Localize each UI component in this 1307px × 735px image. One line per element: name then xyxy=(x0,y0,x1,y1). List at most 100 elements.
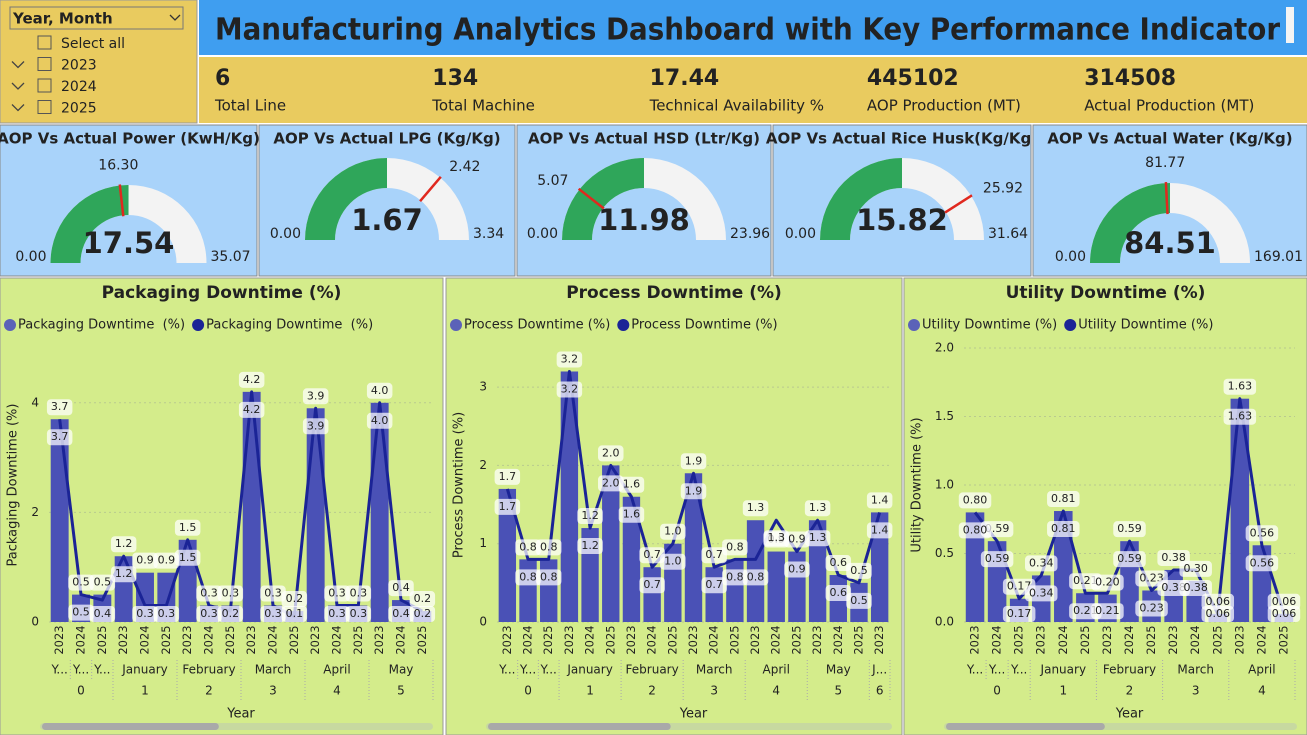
data-label-box xyxy=(153,552,180,569)
chart-title: Utility Downtime (%) xyxy=(1006,283,1206,303)
bar xyxy=(242,391,261,622)
bar xyxy=(50,419,69,622)
slicer-item[interactable]: 2025 xyxy=(61,101,97,117)
gauge-target xyxy=(118,184,125,217)
header-band xyxy=(199,0,1307,55)
data-label-box xyxy=(1002,606,1036,622)
x-tick-label: 2024 xyxy=(583,625,597,654)
x-group-label: 3 xyxy=(710,684,718,698)
slicer-item[interactable]: Select all xyxy=(61,36,125,52)
data-label-box xyxy=(701,547,727,564)
bar-data-label: 0.80 xyxy=(963,493,988,506)
line-data-label: 0.5 xyxy=(850,594,868,607)
x-tick-label: 2024 xyxy=(1056,625,1070,654)
y-tick-label: 2 xyxy=(479,458,487,472)
line-data-label: 3.9 xyxy=(307,419,325,432)
bar-data-label: 1.5 xyxy=(179,521,197,534)
data-label-box xyxy=(388,580,414,597)
slicer-item[interactable]: 2024 xyxy=(61,79,97,95)
bar-data-label: 0.9 xyxy=(158,554,176,567)
line-data-label: 0.3 xyxy=(350,607,368,620)
x-group-label: 2 xyxy=(1126,684,1134,698)
data-label-box xyxy=(515,539,541,556)
data-label-box xyxy=(804,530,831,547)
line-data-label: 0.1 xyxy=(286,607,304,620)
data-label-box xyxy=(68,574,94,591)
bar-data-label: 4.2 xyxy=(243,373,261,386)
slicer-dropdown[interactable] xyxy=(9,6,184,30)
x-month-label: February xyxy=(182,663,235,677)
x-tick-label: 2025 xyxy=(351,625,365,654)
x-tick-label: 2023 xyxy=(562,625,576,654)
data-label-box xyxy=(1201,593,1235,610)
gauge-title: AOP Vs Actual Water (Kg/Kg) xyxy=(1047,130,1292,148)
data-label-box xyxy=(598,475,624,492)
bar-data-label: 0.3 xyxy=(200,587,218,600)
x-month-label: Y... xyxy=(540,663,557,677)
line-data-label: 0.8 xyxy=(747,570,765,583)
line-data-label: 0.4 xyxy=(392,607,410,620)
gauge-value-arc xyxy=(305,158,387,240)
data-label-box xyxy=(238,401,265,418)
legend-label[interactable]: Process Downtime (%) xyxy=(631,318,777,333)
legend-label[interactable]: Packaging Downtime (%) xyxy=(206,318,373,333)
line-data-label: 0.06 xyxy=(1272,607,1297,620)
scroll-thumb[interactable] xyxy=(488,723,671,730)
legend-label[interactable]: Utility Downtime (%) xyxy=(922,318,1057,333)
kpi-value: 134 xyxy=(432,66,478,91)
checkbox[interactable] xyxy=(37,57,52,71)
data-label-box xyxy=(784,531,810,548)
bar-data-label: 0.4 xyxy=(392,581,410,594)
line-data-label: 1.3 xyxy=(809,531,827,544)
data-label-box xyxy=(556,381,583,398)
legend-label[interactable]: Packaging Downtime (%) xyxy=(18,318,185,333)
line-data-label: 1.5 xyxy=(179,551,197,564)
bar-data-label: 1.7 xyxy=(499,470,517,483)
bar-data-label: 0.30 xyxy=(1183,562,1208,575)
scroll-thumb[interactable] xyxy=(42,723,219,730)
x-tick-label: 2023 xyxy=(1166,625,1180,654)
x-month-label: January xyxy=(566,663,613,677)
header-scrollbar xyxy=(1286,7,1294,43)
data-label-box xyxy=(46,429,73,446)
gauge-value: 11.98 xyxy=(598,203,690,237)
line-data-label: 1.6 xyxy=(623,508,641,521)
data-label-box xyxy=(958,492,992,509)
dashboard-title: Manufacturing Analytics Dashboard with K… xyxy=(215,13,1280,48)
x-group-label: 2 xyxy=(205,684,213,698)
scroll-thumb[interactable] xyxy=(946,723,1105,730)
chart-title: Packaging Downtime (%) xyxy=(102,283,342,303)
gauge-target-label: 25.92 xyxy=(983,180,1023,196)
legend-label[interactable]: Process Downtime (%) xyxy=(464,318,610,333)
kpi-label: Technical Availability % xyxy=(649,97,824,115)
slicer-item[interactable]: 2023 xyxy=(61,58,97,74)
x-group-label: 5 xyxy=(397,684,405,698)
checkbox[interactable] xyxy=(37,35,52,50)
data-label-box xyxy=(1201,606,1235,622)
expand-chevron[interactable] xyxy=(11,61,25,69)
data-label-box xyxy=(89,574,116,591)
x-month-label: Y... xyxy=(966,663,983,677)
checkbox[interactable] xyxy=(37,100,52,114)
x-tick-label: 2023 xyxy=(1232,625,1246,654)
x-tick-label: 2024 xyxy=(521,625,535,654)
expand-chevron[interactable] xyxy=(11,82,25,90)
expand-chevron[interactable] xyxy=(11,104,25,112)
x-group-label: 0 xyxy=(993,684,1001,698)
checkbox[interactable] xyxy=(37,78,52,93)
gauge-max: 169.01 xyxy=(1254,249,1303,265)
line-data-label: 0.3 xyxy=(158,607,176,620)
line-data-label: 0.3 xyxy=(136,607,154,620)
gauge-value: 1.67 xyxy=(351,203,423,237)
x-group-label: 5 xyxy=(834,684,842,698)
bar xyxy=(643,567,661,622)
data-label-box xyxy=(174,519,201,536)
legend-label[interactable]: Utility Downtime (%) xyxy=(1078,318,1213,333)
legend-marker xyxy=(192,319,205,331)
x-axis-title: Year xyxy=(679,707,708,722)
bar xyxy=(767,551,785,622)
data-label-box xyxy=(639,577,665,594)
bar-data-label: 0.56 xyxy=(1250,526,1275,539)
line-data-label: 0.8 xyxy=(540,570,558,583)
